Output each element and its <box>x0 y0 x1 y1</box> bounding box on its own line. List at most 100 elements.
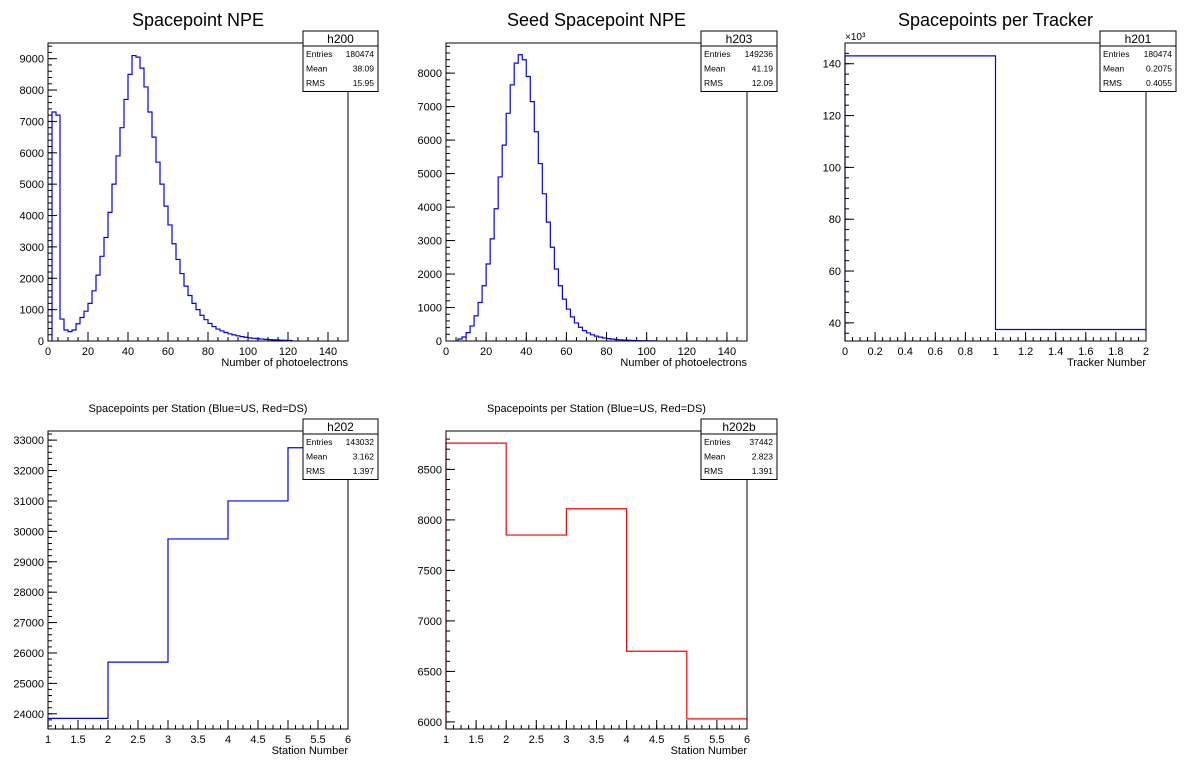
stats-box-name: h203 <box>726 32 753 46</box>
y-tick-label: 7500 <box>418 565 442 577</box>
stats-box-name: h200 <box>327 32 354 46</box>
x-tick-label: 6 <box>744 734 750 746</box>
x-tick-label: 5 <box>285 734 291 746</box>
x-tick-label: 1 <box>443 734 449 746</box>
y-tick-label: 31000 <box>13 496 44 508</box>
y-tick-label: 3000 <box>418 236 442 248</box>
x-tick-label: 2 <box>1143 346 1149 358</box>
y-tick-label: 30000 <box>13 526 44 538</box>
y-tick-label: 4000 <box>418 202 442 214</box>
x-tick-label: 2.5 <box>529 734 544 746</box>
x-tick-label: 5.5 <box>709 734 724 746</box>
stats-box: h202b Entries 37442 Mean 2.823 RMS 1.391 <box>700 418 778 480</box>
x-tick-label: 6 <box>345 734 351 746</box>
stats-box-name: h202 <box>327 420 354 434</box>
x-tick-label: 100 <box>637 346 655 358</box>
x-tick-label: 3 <box>563 734 569 746</box>
x-tick-label: 0 <box>842 346 848 358</box>
y-tick-label: 7000 <box>418 616 442 628</box>
y-tick-label: 2000 <box>418 269 442 281</box>
stats-row-label: Entries <box>704 437 730 447</box>
x-tick-label: 1 <box>45 734 51 746</box>
histogram-panel-4: Spacepoints per Station (Blue=US, Red=DS… <box>418 403 778 757</box>
stats-row-value: 1.391 <box>752 466 774 476</box>
x-tick-label: 0 <box>45 346 51 358</box>
stats-box-frame <box>700 30 778 92</box>
chart-title: Spacepoints per Tracker <box>898 10 1093 30</box>
x-tick-label: 3.5 <box>190 734 205 746</box>
x-tick-label: 1.8 <box>1108 346 1123 358</box>
stats-row-label: RMS <box>1103 78 1122 88</box>
y-tick-label: 25000 <box>13 678 44 690</box>
stats-box-frame <box>302 418 379 480</box>
stats-box: h203 Entries 149236 Mean 41.19 RMS 12.09 <box>700 30 778 92</box>
stats-row-value: 1.397 <box>353 466 375 476</box>
stats-row-value: 0.2075 <box>1146 64 1172 74</box>
x-tick-label: 4.5 <box>250 734 265 746</box>
stats-row-value: 180474 <box>1144 49 1173 59</box>
x-tick-label: 2 <box>503 734 509 746</box>
y-tick-label: 8500 <box>418 464 442 476</box>
x-tick-label: 1.5 <box>70 734 85 746</box>
chart-title: Spacepoint NPE <box>132 10 264 30</box>
y-tick-label: 2000 <box>20 273 44 285</box>
x-tick-label: 4 <box>225 734 231 746</box>
x-axis-title: Tracker Number <box>1067 357 1146 369</box>
x-tick-label: 3 <box>165 734 171 746</box>
y-tick-label: 7000 <box>418 102 442 114</box>
stats-row-label: RMS <box>704 78 723 88</box>
y-tick-label: 8000 <box>418 515 442 527</box>
stats-row-value: 37442 <box>749 437 773 447</box>
x-tick-label: 80 <box>202 346 214 358</box>
histogram-series <box>457 54 656 342</box>
x-tick-label: 4 <box>624 734 630 746</box>
x-tick-label: 60 <box>162 346 174 358</box>
y-tick-label: 1000 <box>20 305 44 317</box>
stats-box-frame <box>700 418 778 480</box>
y-tick-label: 1000 <box>418 303 442 315</box>
x-axis-title: Number of photoelectrons <box>620 357 747 369</box>
x-tick-label: 1.6 <box>1078 346 1093 358</box>
stats-row-value: 180474 <box>346 49 375 59</box>
stats-row-label: RMS <box>704 466 723 476</box>
x-tick-label: 1.4 <box>1048 346 1063 358</box>
x-tick-label: 80 <box>600 346 612 358</box>
y-tick-label: 27000 <box>13 618 44 630</box>
y-tick-label: 120 <box>823 111 841 123</box>
stats-box: h201 Entries 180474 Mean 0.2075 RMS 0.4055 <box>1099 30 1177 92</box>
y-tick-label: 5000 <box>20 179 44 191</box>
x-tick-label: 2 <box>105 734 111 746</box>
x-tick-label: 0 <box>443 346 449 358</box>
y-tick-label: 6000 <box>20 148 44 160</box>
x-tick-label: 100 <box>239 346 257 358</box>
stats-row-value: 143032 <box>346 437 375 447</box>
y-tick-label: 6500 <box>418 666 442 678</box>
stats-row-value: 15.95 <box>353 78 375 88</box>
y-tick-label: 3000 <box>20 242 44 254</box>
y-tick-label: 40 <box>829 318 841 330</box>
histogram-panel-2: Spacepoints per Tracker 0 0.2 0.4 0.6 0.8 1 1.2… <box>823 10 1177 369</box>
stats-row-label: RMS <box>306 78 325 88</box>
y-tick-label: 29000 <box>13 557 44 569</box>
x-tick-label: 20 <box>82 346 94 358</box>
stats-box: h200 Entries 180474 Mean 38.09 RMS 15.95 <box>302 30 379 92</box>
chart-title: Seed Spacepoint NPE <box>507 10 686 30</box>
y-axis-exponent: ×10³ <box>845 32 866 43</box>
x-tick-label: 5 <box>684 734 690 746</box>
y-tick-label: 26000 <box>13 648 44 660</box>
stats-box: h202 Entries 143032 Mean 3.162 RMS 1.397 <box>302 418 379 480</box>
stats-row-value: 3.162 <box>353 452 375 462</box>
x-tick-label: 60 <box>560 346 572 358</box>
x-tick-label: 1.2 <box>1018 346 1033 358</box>
y-tick-label: 6000 <box>418 717 442 729</box>
stats-box-name: h201 <box>1125 32 1152 46</box>
stats-row-value: 2.823 <box>752 452 774 462</box>
x-tick-label: 2.5 <box>130 734 145 746</box>
x-tick-label: 0.4 <box>898 346 913 358</box>
x-tick-label: 4.5 <box>649 734 664 746</box>
stats-row-label: Entries <box>306 49 332 59</box>
stats-row-label: Entries <box>704 49 730 59</box>
stats-row-label: Mean <box>704 452 726 462</box>
stats-row-label: Mean <box>1103 64 1125 74</box>
